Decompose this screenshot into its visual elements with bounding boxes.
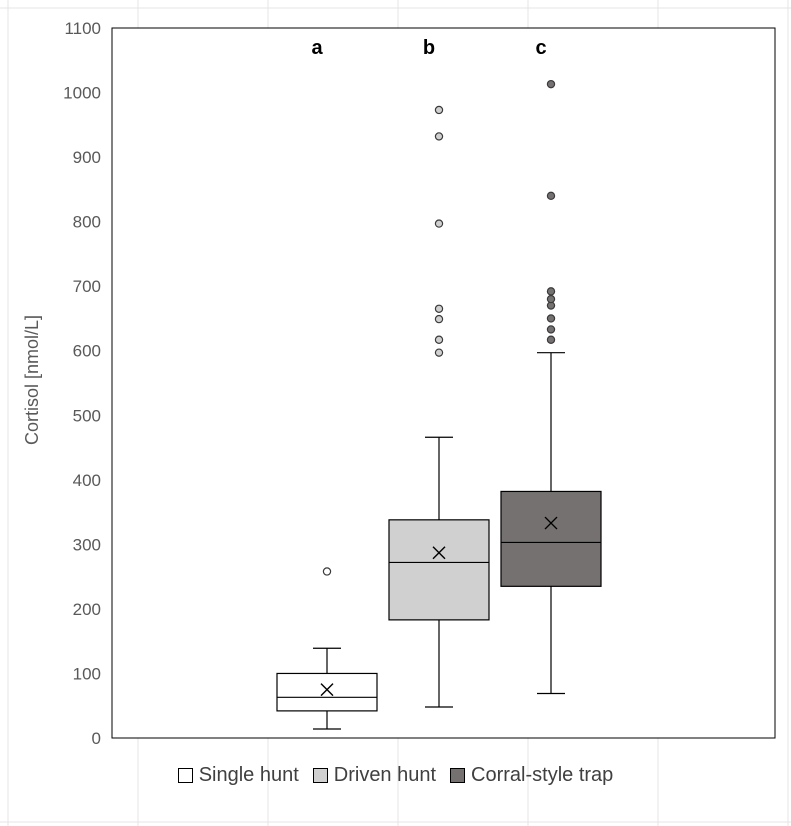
significance-letter: a [311, 37, 323, 59]
box-iqr [500, 490, 602, 587]
y-tick-label: 200 [73, 600, 101, 619]
y-tick-label: 900 [73, 148, 101, 167]
outlier-point [546, 79, 556, 89]
box-iqr [276, 672, 378, 712]
outlier-point [546, 325, 556, 334]
mean-marker [544, 516, 558, 530]
legend-label-driven-hunt: Driven hunt [333, 764, 437, 786]
legend-item-driven-hunt: Driven hunt [312, 764, 437, 787]
significance-letter: b [423, 37, 435, 59]
outlier-point [434, 314, 444, 324]
outlier-point [434, 105, 444, 115]
y-tick-label: 400 [73, 471, 101, 490]
legend-label-single-hunt: Single hunt [198, 764, 299, 786]
outlier-point [322, 567, 332, 576]
y-tick-label: 100 [73, 664, 101, 683]
box-series-group: a b c [276, 37, 602, 730]
legend-item-corral-style-trap: Corral-style trap [450, 764, 613, 787]
outlier-point [546, 314, 556, 323]
legend-swatch-corral-style-trap [450, 768, 466, 783]
box-series: c [500, 37, 602, 695]
y-tick-label: 500 [73, 406, 101, 425]
outlier-point [434, 335, 444, 344]
y-tick-label: 600 [73, 342, 101, 361]
legend-swatch-single-hunt [177, 768, 193, 783]
chart-legend: Single hunt Driven hunt Corral-style tra… [0, 764, 791, 787]
mean-marker [320, 683, 334, 697]
outlier-point [546, 335, 556, 344]
y-tick-label: 800 [73, 213, 101, 232]
y-tick-label: 1100 [64, 19, 101, 38]
legend-item-single-hunt: Single hunt [177, 764, 299, 787]
box-series: b [388, 37, 490, 708]
box-iqr [388, 519, 490, 621]
significance-letter: c [535, 37, 546, 59]
outlier-point [434, 132, 444, 141]
legend-label-corral-style-trap: Corral-style trap [471, 764, 614, 786]
legend-swatch-driven-hunt [312, 768, 328, 783]
outlier-point [546, 294, 556, 304]
plot-area [111, 27, 776, 739]
outlier-point [546, 191, 556, 201]
y-tick-label: 300 [73, 535, 101, 554]
y-tick-label: 700 [73, 277, 101, 296]
y-axis-ticks: 0 100 200 300 400 500 600 700 800 900 1000 1100 [63, 19, 101, 748]
mean-marker [432, 546, 446, 560]
outlier-point [434, 219, 444, 228]
outlier-point [434, 348, 444, 357]
y-tick-label: 0 [92, 729, 101, 748]
outlier-point [546, 287, 556, 296]
y-axis-label: Cortisol [nmol/L] [22, 315, 42, 445]
outlier-point [434, 304, 444, 313]
y-tick-label: 1000 [63, 84, 101, 103]
box-series: a [276, 37, 378, 730]
